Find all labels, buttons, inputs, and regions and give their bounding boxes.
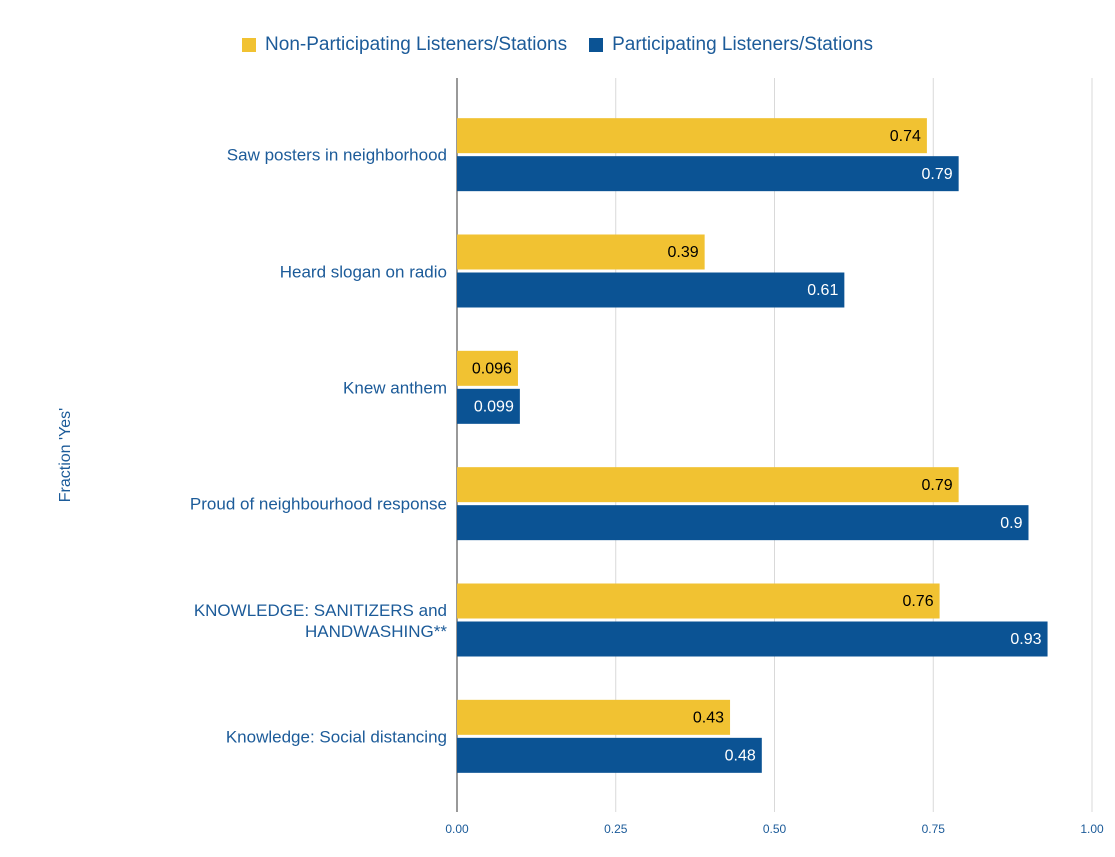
value-label: 0.79 [922,166,953,183]
legend-label: Participating Listeners/Stations [612,34,873,55]
legend-swatch [242,38,257,52]
value-label: 0.9 [1000,515,1022,532]
value-label: 0.43 [693,710,724,727]
x-tick-label: 1.00 [1080,822,1104,836]
legend: Non-Participating Listeners/Stations Part… [0,34,1115,56]
bar [457,118,927,154]
x-tick-label: 0.00 [445,822,469,836]
bar [457,583,940,619]
value-label: 0.74 [890,128,921,145]
legend-item: Participating Listeners/Stations [589,34,873,56]
category-label: Heard slogan on radio [279,262,447,281]
bar [457,272,845,308]
bar [457,156,959,192]
bar [457,234,705,270]
y-axis-title: Fraction 'Yes' [57,408,74,502]
value-label: 0.61 [807,282,838,299]
legend-item: Non-Participating Listeners/Stations [242,34,567,56]
category-label: Knew anthem [343,378,447,398]
bar [457,699,731,735]
bar [457,737,762,773]
bar [457,467,959,503]
legend-label: Non-Participating Listeners/Stations [265,34,568,55]
x-tick-label: 0.25 [604,822,628,836]
value-label: 0.76 [902,593,933,610]
bar [457,505,1029,541]
value-label: 0.099 [474,399,514,416]
bar [457,388,520,424]
category-label: Proud of neighbourhood response [189,494,447,514]
category-label: Knowledge: Social distancing [225,727,447,747]
category-label: Saw posters in neighborhood [226,145,447,165]
category-label: KNOWLEDGE: SANITIZERS and HANDWASHING** [193,600,447,641]
value-label: 0.79 [922,477,953,494]
bar [457,350,518,386]
value-label: 0.48 [725,748,756,765]
x-tick-label: 0.50 [763,822,787,836]
value-label: 0.93 [1010,631,1041,648]
value-label: 0.39 [668,244,699,261]
bar [457,621,1048,657]
value-label: 0.096 [472,361,512,378]
x-tick-label: 0.75 [922,822,946,836]
legend-swatch [589,38,604,52]
